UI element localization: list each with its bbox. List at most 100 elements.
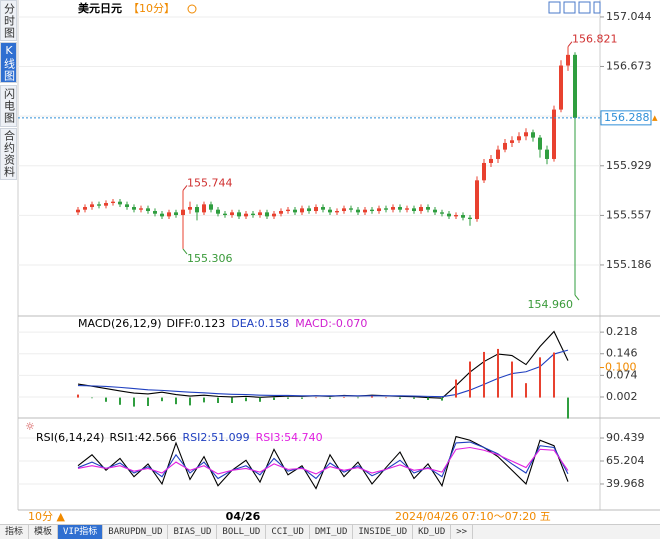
histogram-bar <box>525 383 527 398</box>
legend-item: RSI2:51.099 <box>183 431 250 444</box>
tool-button[interactable] <box>563 1 576 14</box>
extreme-marker <box>182 185 188 191</box>
tab[interactable]: DMI_UD <box>310 525 354 539</box>
side-tab[interactable]: 闪电图 <box>0 85 17 127</box>
panel-title: MACD(26,12,9) <box>78 317 162 330</box>
candle-body <box>216 209 220 214</box>
histogram-bar <box>203 397 205 403</box>
candle-body <box>342 208 346 212</box>
histogram-bar <box>343 396 345 398</box>
candle-body <box>370 209 374 212</box>
candle-body <box>328 209 332 213</box>
last-price-box <box>600 110 652 126</box>
marker-label: 0.100 <box>605 361 637 374</box>
candle-body <box>314 207 318 212</box>
tab[interactable]: KD_UD <box>413 525 452 539</box>
y-tick-label: 0.002 <box>606 390 638 403</box>
candle-body <box>405 208 409 210</box>
candle-body <box>412 208 416 212</box>
candle-body <box>426 207 430 210</box>
legend-item: RSI3:54.740 <box>256 431 323 444</box>
candle-body <box>160 213 164 217</box>
tab[interactable]: VIP指标 <box>58 525 104 539</box>
tool-button[interactable] <box>578 1 591 14</box>
tab[interactable]: >> <box>451 525 474 539</box>
histogram-bar <box>301 397 303 399</box>
candle-body <box>293 209 297 213</box>
histogram-bar <box>259 397 261 402</box>
y-tick-label: 155.929 <box>606 159 652 172</box>
candle-body <box>482 162 486 181</box>
histogram-bar <box>217 397 219 403</box>
candle-body <box>76 209 80 213</box>
side-tab[interactable]: K线图 <box>0 42 17 83</box>
extreme-marker <box>574 294 580 301</box>
side-tab[interactable]: 合约资料 <box>0 128 17 180</box>
indicator-line <box>77 446 569 475</box>
y-tick-label: 157.044 <box>606 10 652 23</box>
candle-body <box>244 213 248 217</box>
period-icon[interactable] <box>187 4 197 14</box>
candle-body <box>97 204 101 206</box>
date-label: 04/26 <box>226 510 261 523</box>
toolbar <box>548 1 601 14</box>
candle-body <box>573 54 577 118</box>
candle-body <box>279 211 283 214</box>
histogram-bar <box>413 397 415 399</box>
candle-body <box>566 54 570 66</box>
histogram-bar <box>497 348 499 398</box>
histogram-bar <box>133 397 135 407</box>
tool-button[interactable] <box>548 1 561 14</box>
histogram-bar <box>273 397 275 400</box>
tab-bar: 指标 模板 VIP指标 BARUPDN_UD BIAS_UD BOLL_UD CCI_UD D… <box>0 524 660 539</box>
tab[interactable]: CCI_UD <box>266 525 310 539</box>
candle-body <box>454 215 458 217</box>
histogram-bar <box>245 397 247 402</box>
settings-icon[interactable]: ☼ <box>25 420 35 433</box>
indicator-line <box>77 349 569 398</box>
background <box>0 0 660 524</box>
tab[interactable]: INSIDE_UD <box>353 525 414 539</box>
candle-body <box>461 215 465 218</box>
histogram-bar <box>105 397 107 402</box>
legend-item: DIFF:0.123 <box>167 317 226 330</box>
tool-button[interactable] <box>593 1 601 14</box>
candle-body <box>272 213 276 217</box>
y-tick-label: 155.186 <box>606 258 652 271</box>
side-tab[interactable]: 分时图 <box>0 0 17 41</box>
candle-body <box>223 213 227 216</box>
symbol: 美元日元 <box>78 1 122 15</box>
candle-body <box>377 208 381 212</box>
histogram-bar <box>231 397 233 403</box>
candle-body <box>188 207 192 210</box>
candle-body <box>559 65 563 110</box>
histogram-bar <box>469 361 471 398</box>
candle-body <box>118 201 122 205</box>
candle-body <box>489 158 493 163</box>
candle-body <box>181 209 185 216</box>
candle-body <box>475 180 479 220</box>
extreme-label: 156.821 <box>572 33 618 46</box>
extreme-label: 155.744 <box>187 176 233 189</box>
histogram-bar <box>511 361 513 398</box>
candle-body <box>447 213 451 217</box>
candle-body <box>174 212 178 216</box>
candle-body <box>433 209 437 213</box>
candle-body <box>104 203 108 206</box>
histogram-bar <box>455 379 457 398</box>
tab[interactable]: BIAS_UD <box>168 525 218 539</box>
histogram-bar <box>441 397 443 401</box>
extreme-marker <box>182 248 188 255</box>
candle-body <box>363 209 367 213</box>
candle-body <box>468 217 472 220</box>
candle-body <box>251 213 255 216</box>
tab[interactable]: BOLL_UD <box>217 525 267 539</box>
candle-body <box>167 212 171 217</box>
tab[interactable]: BARUPDN_UD <box>103 525 169 539</box>
histogram-bar <box>357 397 359 399</box>
tab[interactable]: 指标 <box>0 525 30 539</box>
period-status[interactable]: 10分 ▲ <box>28 510 65 523</box>
tab[interactable]: 模板 <box>29 525 59 539</box>
histogram-bar <box>189 397 191 406</box>
